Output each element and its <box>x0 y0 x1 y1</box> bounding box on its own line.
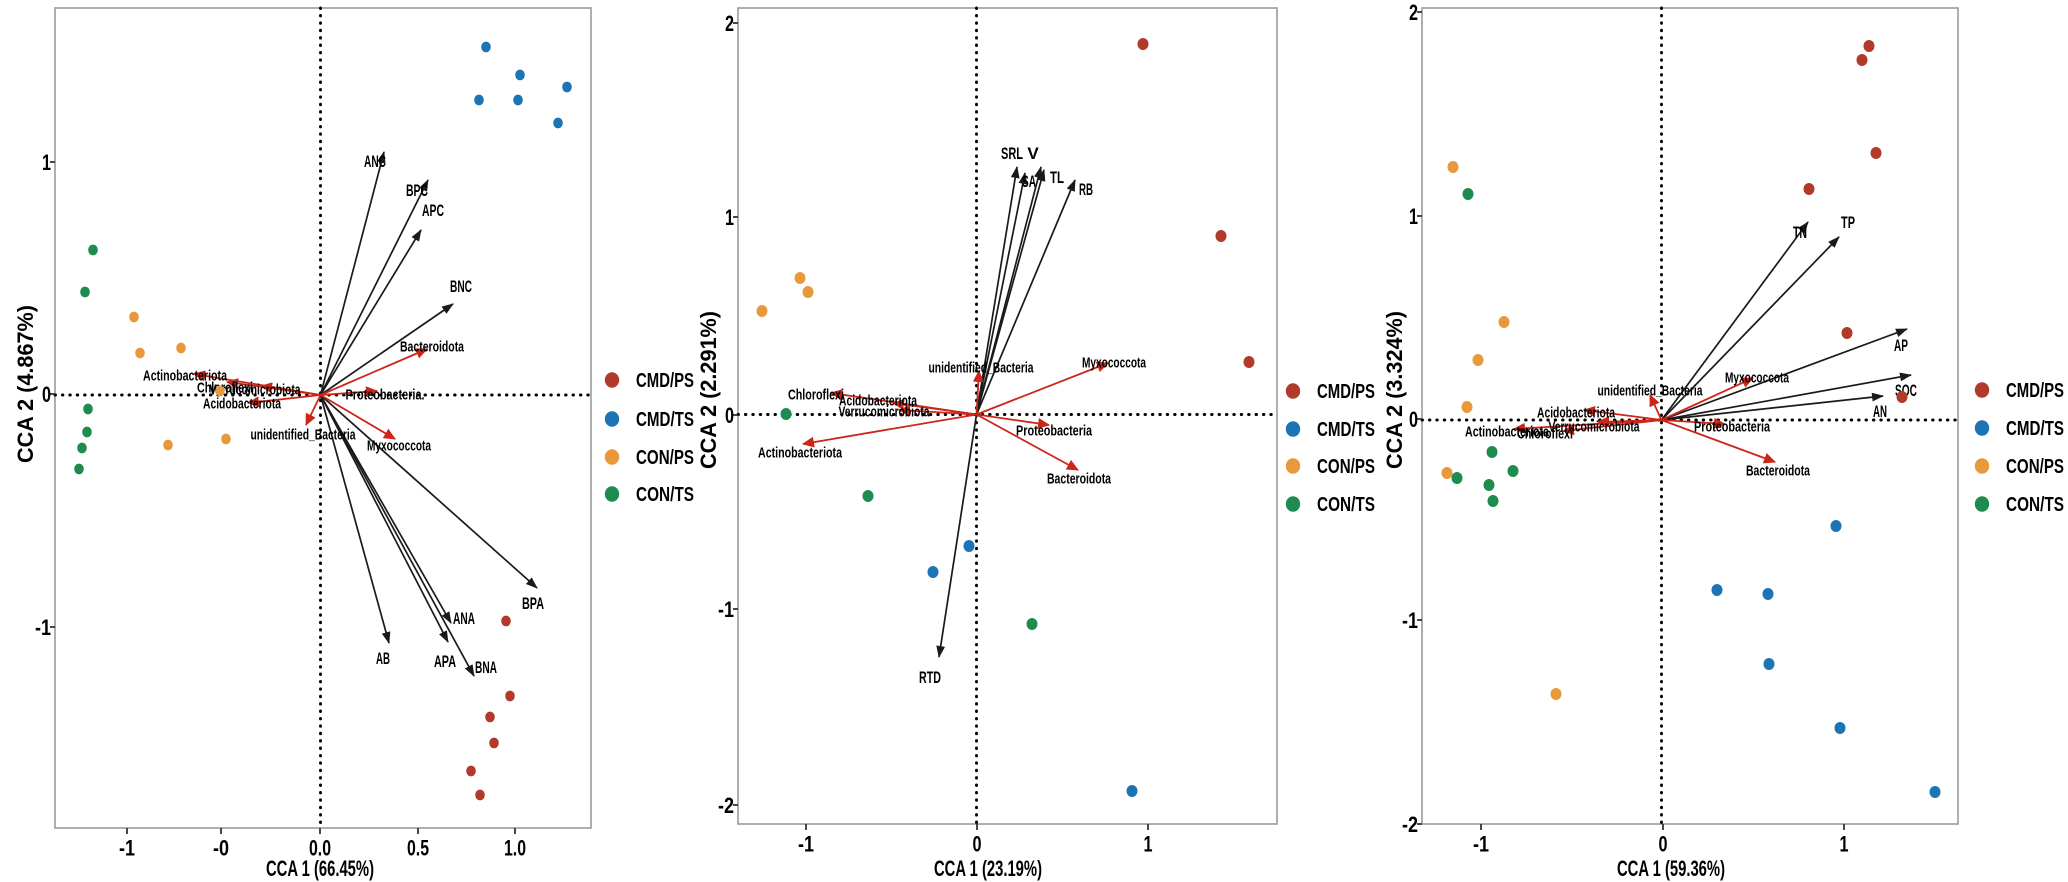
svg-text:CCA 1 (23.19%): CCA 1 (23.19%) <box>934 856 1042 881</box>
svg-text:Verrucomicrobiota: Verrucomicrobiota <box>210 382 301 399</box>
svg-text:CMD/PS: CMD/PS <box>1317 381 1375 403</box>
svg-text:Chloroflexi: Chloroflexi <box>788 387 844 404</box>
svg-text:Acidobacteriota: Acidobacteriota <box>1537 405 1615 422</box>
svg-text:CON/TS: CON/TS <box>2006 494 2064 516</box>
svg-text:CMD/TS: CMD/TS <box>636 409 694 431</box>
svg-text:Actinobacteriota: Actinobacteriota <box>1465 424 1549 441</box>
svg-text:0: 0 <box>42 382 51 407</box>
svg-text:Myxococcota: Myxococcota <box>1725 370 1789 387</box>
svg-text:CCA 2 (2.291%): CCA 2 (2.291%) <box>696 311 721 469</box>
svg-text:1: 1 <box>1144 832 1153 857</box>
svg-text:CCA 1 (66.45%): CCA 1 (66.45%) <box>266 856 374 881</box>
svg-text:-1: -1 <box>798 832 814 857</box>
svg-text:BNC: BNC <box>450 277 472 296</box>
svg-text:unidentified_Bacteria: unidentified_Bacteria <box>929 360 1034 377</box>
svg-text:Verrucomicrobiota: Verrucomicrobiota <box>839 404 930 421</box>
svg-text:-0: -0 <box>213 836 229 861</box>
svg-text:APA: APA <box>434 652 456 671</box>
svg-text:TN: TN <box>1793 223 1807 242</box>
svg-text:-1: -1 <box>718 597 734 622</box>
svg-text:0: 0 <box>1659 832 1668 857</box>
svg-text:0.5: 0.5 <box>407 836 429 861</box>
svg-text:-2: -2 <box>1402 812 1418 837</box>
svg-text:Proteobacteria: Proteobacteria <box>1016 423 1092 440</box>
svg-text:CCA 2 (3.324%): CCA 2 (3.324%) <box>1382 311 1407 469</box>
svg-text:AP: AP <box>1894 336 1908 355</box>
svg-text:CON/TS: CON/TS <box>636 484 694 506</box>
svg-text:CMD/TS: CMD/TS <box>1317 419 1375 441</box>
svg-text:CCA 1 (59.36%): CCA 1 (59.36%) <box>1617 856 1725 881</box>
svg-text:CON/PS: CON/PS <box>1317 456 1375 478</box>
svg-text:BPA: BPA <box>522 594 544 613</box>
svg-text:Verrucomicrobiota: Verrucomicrobiota <box>1549 419 1640 436</box>
svg-text:Bacteroidota: Bacteroidota <box>1047 471 1111 488</box>
svg-text:1: 1 <box>1409 204 1418 229</box>
svg-text:Bacteroidota: Bacteroidota <box>1746 463 1810 480</box>
svg-text:RB: RB <box>1079 180 1093 199</box>
svg-text:Proteobacteria: Proteobacteria <box>1694 419 1770 436</box>
svg-text:-2: -2 <box>718 793 734 818</box>
svg-text:Actinobacteriota: Actinobacteriota <box>758 445 842 462</box>
svg-text:BNA: BNA <box>475 658 497 677</box>
svg-text:Acidobacteriota: Acidobacteriota <box>839 393 917 410</box>
svg-text:SA: SA <box>1022 172 1036 191</box>
svg-text:0: 0 <box>725 403 734 428</box>
svg-text:1: 1 <box>725 205 734 230</box>
svg-text:CMD/PS: CMD/PS <box>2006 380 2064 402</box>
svg-text:-1: -1 <box>119 836 135 861</box>
svg-text:APC: APC <box>422 201 444 220</box>
svg-text:V: V <box>1027 144 1039 163</box>
svg-text:Acidobacteriota: Acidobacteriota <box>203 396 281 413</box>
svg-text:0: 0 <box>1409 407 1418 432</box>
svg-text:Bacteroidota: Bacteroidota <box>400 339 464 356</box>
svg-text:1: 1 <box>1840 832 1849 857</box>
svg-text:-1: -1 <box>35 615 51 640</box>
svg-text:CON/PS: CON/PS <box>2006 456 2064 478</box>
svg-text:CON/TS: CON/TS <box>1317 494 1375 516</box>
svg-text:0: 0 <box>973 832 982 857</box>
svg-text:CMD/PS: CMD/PS <box>636 370 694 392</box>
svg-text:2: 2 <box>725 11 734 36</box>
svg-text:TP: TP <box>1841 213 1855 232</box>
svg-text:TL: TL <box>1050 168 1064 187</box>
svg-text:1: 1 <box>42 150 51 175</box>
svg-text:ANA: ANA <box>453 609 475 628</box>
svg-text:unidentified_Bacteria: unidentified_Bacteria <box>1598 383 1703 400</box>
svg-text:SRL: SRL <box>1001 144 1023 163</box>
svg-text:AN: AN <box>1873 402 1887 421</box>
svg-text:0.0: 0.0 <box>309 836 331 861</box>
svg-text:unidentified_Bacteria: unidentified_Bacteria <box>251 427 356 444</box>
svg-text:Proteobacteria.: Proteobacteria. <box>346 387 425 404</box>
svg-text:Chloroflexi: Chloroflexi <box>197 380 253 397</box>
svg-text:-1: -1 <box>1402 608 1418 633</box>
svg-text:CCA 2 (4.867%): CCA 2 (4.867%) <box>13 305 38 463</box>
svg-text:BPC: BPC <box>406 181 428 200</box>
svg-text:2: 2 <box>1409 0 1418 25</box>
svg-text:CMD/TS: CMD/TS <box>2006 418 2064 440</box>
svg-text:Myxococcota: Myxococcota <box>1082 355 1146 372</box>
svg-text:ANC: ANC <box>364 152 386 171</box>
svg-text:CON/PS: CON/PS <box>636 447 694 469</box>
svg-text:Myxococcota: Myxococcota <box>367 438 431 455</box>
svg-text:1.0: 1.0 <box>504 836 526 861</box>
svg-text:Chloroflexi: Chloroflexi <box>1517 426 1573 443</box>
svg-text:Actinobacteriota: Actinobacteriota <box>143 368 227 385</box>
svg-text:RTD: RTD <box>919 668 941 687</box>
svg-text:AB: AB <box>376 649 390 668</box>
svg-text:-1: -1 <box>1473 832 1489 857</box>
